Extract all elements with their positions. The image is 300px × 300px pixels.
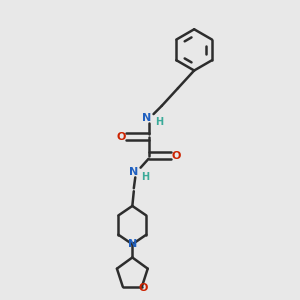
Text: O: O <box>116 132 126 142</box>
Text: N: N <box>142 112 152 123</box>
Text: O: O <box>171 151 181 161</box>
Text: N: N <box>129 167 138 177</box>
Text: O: O <box>139 283 148 293</box>
Text: H: H <box>155 117 163 127</box>
Text: N: N <box>128 239 137 249</box>
Text: H: H <box>142 172 150 182</box>
